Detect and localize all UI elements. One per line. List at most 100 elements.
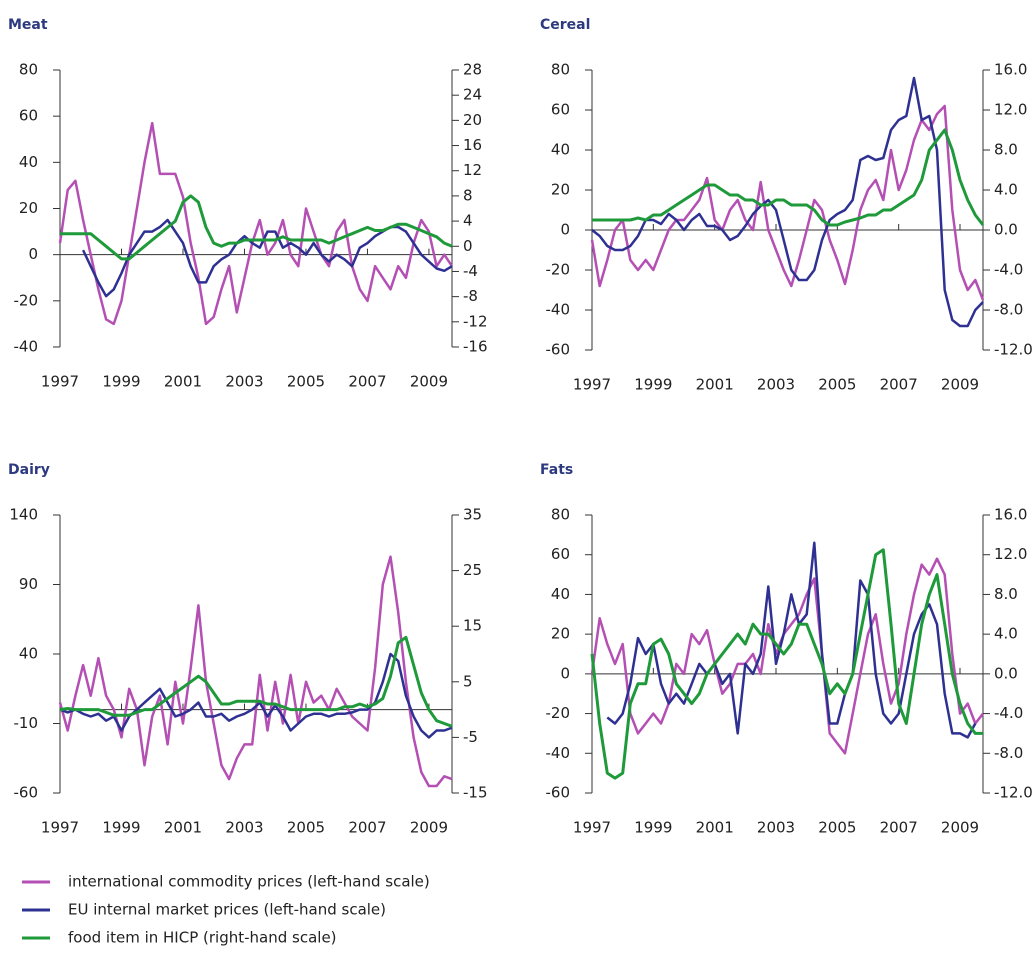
series-line: international commodity prices (left-han… — [590, 557, 984, 755]
y-tick-label: 80 — [19, 61, 38, 79]
series-line: international commodity prices (left-han… — [58, 121, 454, 326]
y-tick-label: 0 — [560, 664, 570, 682]
series-line: EU internal market prices (left-hand sca… — [59, 652, 453, 739]
y2-tick-label: 5 — [463, 672, 473, 690]
y-tick-label: -20 — [546, 261, 571, 279]
y2-tick-label: 4.0 — [994, 181, 1018, 199]
x-tick-label: 1997 — [573, 376, 611, 394]
x-tick-label: 1999 — [102, 373, 140, 391]
legend-label: food item in HICP (right-hand scale) — [68, 929, 337, 947]
y-tick-label: -60 — [546, 784, 571, 802]
y-tick-label: 20 — [19, 199, 38, 217]
series-line: food item in HICP (right-hand scale) — [60, 194, 453, 261]
y2-tick-label: -16 — [463, 338, 488, 356]
y-tick-label: 20 — [551, 181, 570, 199]
x-tick-label: 2001 — [164, 819, 202, 837]
y-tick-label: -10 — [14, 714, 39, 732]
y-tick-label: 40 — [551, 141, 570, 159]
y2-tick-label: 16.0 — [994, 61, 1027, 79]
y2-tick-label: 16 — [463, 136, 482, 154]
legend-label: international commodity prices (left-han… — [68, 873, 430, 891]
y-tick-label: -60 — [546, 341, 571, 359]
x-tick-label: 1997 — [41, 373, 79, 391]
y2-tick-label: 20 — [463, 111, 482, 129]
y-tick-label: 140 — [9, 506, 38, 524]
x-tick-label: 1997 — [573, 819, 611, 837]
y-tick-label: -40 — [546, 301, 571, 319]
series-line: EU internal market prices (left-hand sca… — [606, 541, 977, 739]
y-tick-label: -20 — [546, 704, 571, 722]
x-tick-label: 2003 — [225, 819, 263, 837]
y-tick-label: 60 — [19, 107, 38, 125]
y2-tick-label: -4.0 — [994, 704, 1023, 722]
series-line: food item in HICP (right-hand scale) — [592, 128, 985, 227]
y2-tick-label: -8.0 — [994, 301, 1023, 319]
series-line: food item in HICP (right-hand scale) — [59, 635, 453, 728]
y2-tick-label: -12 — [463, 312, 488, 330]
y2-tick-label: -15 — [463, 784, 488, 802]
x-tick-label: 2003 — [225, 373, 263, 391]
x-tick-label: 2007 — [880, 376, 918, 394]
y2-tick-label: 35 — [463, 506, 482, 524]
x-tick-label: 2005 — [818, 819, 856, 837]
x-tick-label: 2003 — [757, 819, 795, 837]
y-tick-label: 80 — [551, 61, 570, 79]
y2-tick-label: 0.0 — [994, 221, 1018, 239]
y2-tick-label: 12.0 — [994, 545, 1027, 563]
y2-tick-label: 0 — [463, 237, 473, 255]
x-tick-label: 2003 — [757, 376, 795, 394]
y2-tick-label: 4.0 — [994, 625, 1018, 643]
series-line: international commodity prices (left-han… — [58, 555, 453, 788]
y-tick-label: 40 — [551, 585, 570, 603]
y-tick-label: 60 — [551, 545, 570, 563]
y2-tick-label: 24 — [463, 86, 482, 104]
chart-title: Meat — [8, 17, 48, 33]
chart-title: Dairy — [8, 462, 50, 478]
y-tick-label: 0 — [560, 221, 570, 239]
x-tick-label: 2009 — [941, 819, 979, 837]
y-tick-label: 80 — [551, 506, 570, 524]
y2-tick-label: 12.0 — [994, 101, 1027, 119]
x-tick-label: 2007 — [348, 373, 386, 391]
y2-tick-label: 28 — [463, 61, 482, 79]
x-tick-label: 2001 — [164, 373, 202, 391]
chart-title: Cereal — [540, 17, 590, 33]
y2-tick-label: -4.0 — [994, 261, 1023, 279]
x-tick-label: 2007 — [348, 819, 386, 837]
y2-tick-label: 8.0 — [994, 585, 1018, 603]
y-tick-label: 40 — [19, 153, 38, 171]
series-line: EU internal market prices (left-hand sca… — [591, 76, 984, 328]
x-tick-label: 2005 — [818, 376, 856, 394]
y-tick-label: -20 — [14, 291, 39, 309]
y2-tick-label: -5 — [463, 728, 478, 746]
x-tick-label: 2009 — [941, 376, 979, 394]
y2-tick-label: 8.0 — [994, 141, 1018, 159]
x-tick-label: 2005 — [287, 373, 325, 391]
chart-title: Fats — [540, 462, 573, 478]
y-tick-label: -60 — [14, 784, 39, 802]
x-tick-label: 1999 — [634, 819, 672, 837]
y2-tick-label: 8 — [463, 186, 473, 204]
series-line: EU internal market prices (left-hand sca… — [81, 218, 453, 298]
y2-tick-label: -8 — [463, 287, 478, 305]
y-tick-label: 20 — [551, 625, 570, 643]
y-tick-label: 40 — [19, 645, 38, 663]
x-tick-label: 1997 — [41, 819, 79, 837]
x-tick-label: 2005 — [287, 819, 325, 837]
y2-tick-label: 16.0 — [994, 506, 1027, 524]
y-tick-label: -40 — [14, 338, 39, 356]
y-tick-label: -40 — [546, 744, 571, 762]
y-tick-label: 60 — [551, 101, 570, 119]
x-tick-label: 2001 — [696, 819, 734, 837]
x-tick-label: 1999 — [634, 376, 672, 394]
y-tick-label: 90 — [19, 575, 38, 593]
y2-tick-label: 25 — [463, 561, 482, 579]
x-tick-label: 1999 — [102, 819, 140, 837]
x-tick-label: 2009 — [410, 373, 448, 391]
y2-tick-label: 12 — [463, 161, 482, 179]
legend-label: EU internal market prices (left-hand sca… — [68, 901, 386, 919]
y-tick-label: 0 — [28, 245, 38, 263]
y2-tick-label: -4 — [463, 262, 478, 280]
y2-tick-label: 15 — [463, 617, 482, 635]
y2-tick-label: 0.0 — [994, 664, 1018, 682]
